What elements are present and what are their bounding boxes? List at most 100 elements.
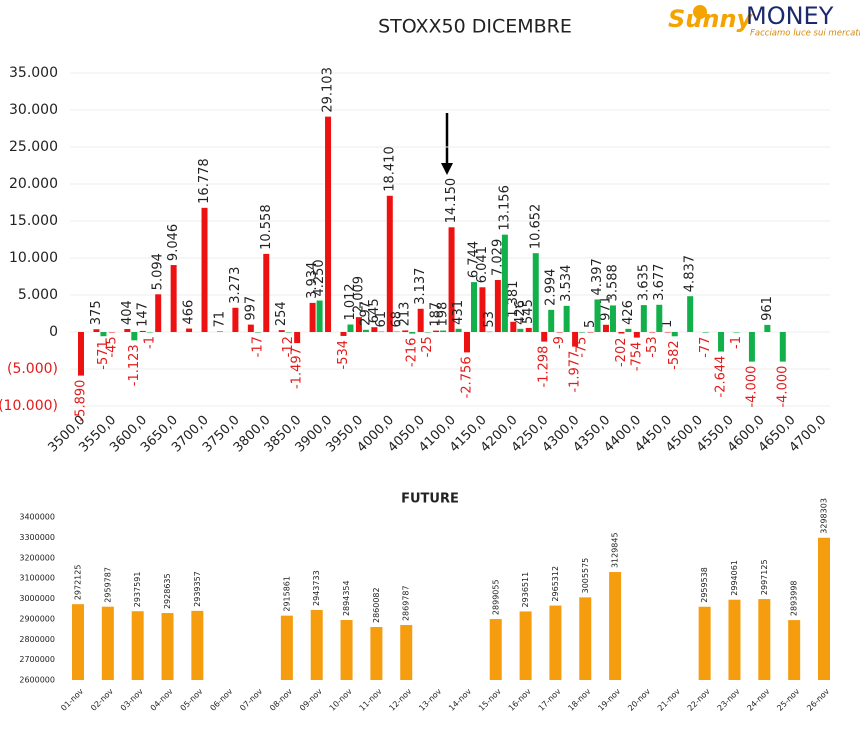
logo-tagline: Facciamo luce sui mercati <box>750 29 860 39</box>
y-tick-label: 2700000 <box>19 655 55 664</box>
value-label: 29.103 <box>321 67 336 113</box>
bar <box>108 332 115 333</box>
bar <box>501 234 508 332</box>
bar <box>216 331 223 332</box>
value-label: -582 <box>667 340 682 370</box>
bar <box>471 282 477 332</box>
bar <box>340 332 347 336</box>
bar <box>602 324 609 332</box>
bar <box>489 619 502 680</box>
value-label: -571 <box>96 340 111 370</box>
y-tick-label: 2800000 <box>19 635 55 644</box>
bar <box>310 609 323 680</box>
x-tick-label: 19-nov <box>596 687 622 713</box>
value-label: 2860082 <box>372 587 381 623</box>
y-tick-label: 3400000 <box>19 513 55 522</box>
bar <box>263 253 270 332</box>
x-tick-label: 06-nov <box>208 687 234 713</box>
bar <box>93 329 100 332</box>
value-label: 997 <box>243 296 258 321</box>
value-label: 10.558 <box>259 204 274 250</box>
value-label: -4.000 <box>744 366 759 408</box>
value-label: -2.644 <box>714 356 729 398</box>
bar <box>340 620 353 680</box>
bar <box>448 227 455 332</box>
value-label: -45 <box>104 336 119 357</box>
bar <box>649 332 656 333</box>
bar <box>424 332 431 333</box>
x-tick-label: 17-nov <box>537 687 563 713</box>
bar <box>170 265 177 332</box>
value-label: 10.652 <box>528 204 543 250</box>
value-label: 1 <box>660 320 675 328</box>
bar <box>788 620 801 680</box>
bar <box>201 207 208 332</box>
value-label: 1.381 <box>506 281 521 318</box>
value-label: -75 <box>575 337 590 358</box>
value-label: -1.298 <box>537 346 552 388</box>
bar <box>702 332 709 333</box>
value-label: 1.012 <box>343 283 358 320</box>
bar <box>618 332 625 334</box>
bar <box>541 332 548 342</box>
arrow <box>441 113 453 175</box>
x-tick-label: 11-nov <box>358 687 384 713</box>
value-label: 2959787 <box>103 567 112 603</box>
bar <box>609 305 616 332</box>
bar <box>455 328 462 332</box>
bar <box>525 327 532 332</box>
bar <box>131 332 138 341</box>
bar <box>371 327 378 332</box>
bar <box>124 329 131 332</box>
value-label: 3.588 <box>605 264 620 301</box>
bar <box>186 328 193 332</box>
x-tick-label: 24-nov <box>746 687 772 713</box>
bar <box>548 309 555 332</box>
bar <box>400 625 413 680</box>
value-label: 6.041 <box>475 246 490 283</box>
value-label: 5.094 <box>151 253 166 290</box>
x-tick-label: 03-nov <box>119 687 145 713</box>
bar <box>100 332 107 337</box>
value-label: 466 <box>182 300 197 325</box>
bar <box>440 330 447 332</box>
y-tick-label: 20.000 <box>9 176 58 192</box>
value-label: 7.029 <box>490 239 505 276</box>
bar <box>309 302 316 332</box>
value-label: 16.778 <box>197 158 212 204</box>
bar <box>433 330 440 332</box>
x-tick-label: 10-nov <box>328 687 354 713</box>
value-label: -754 <box>629 342 644 372</box>
x-tick-label: 02-nov <box>89 687 115 713</box>
bar <box>728 599 741 680</box>
value-label: 2959538 <box>700 567 709 603</box>
value-label: -1.123 <box>127 344 142 386</box>
bar <box>656 304 663 332</box>
bar <box>347 324 354 332</box>
logo-sun <box>693 5 707 19</box>
bar <box>78 332 84 376</box>
bar <box>664 331 671 333</box>
y-tick-label: 10.000 <box>9 250 58 266</box>
y-tick-label: 25.000 <box>9 139 58 155</box>
bar <box>325 116 332 332</box>
value-label: -1.497 <box>290 347 305 389</box>
bar <box>556 332 563 333</box>
bar <box>417 308 424 332</box>
value-label: 4.250 <box>312 259 327 296</box>
bar <box>594 299 601 332</box>
chart-title: STOXX50 DICEMBRE <box>378 16 572 38</box>
bar <box>355 317 362 332</box>
bar <box>625 328 632 332</box>
value-label: 198 <box>436 302 451 327</box>
value-label: 375 <box>89 300 104 325</box>
value-label: 2928635 <box>163 573 172 609</box>
value-label: 2943733 <box>312 570 321 606</box>
value-label: -25 <box>420 336 435 357</box>
x-tick-label: 13-nov <box>417 687 443 713</box>
value-label: 2915861 <box>282 576 291 612</box>
x-tick-label: 07-nov <box>238 687 264 713</box>
y-tick-label: 3000000 <box>19 594 55 603</box>
value-label: 2965312 <box>551 566 560 602</box>
